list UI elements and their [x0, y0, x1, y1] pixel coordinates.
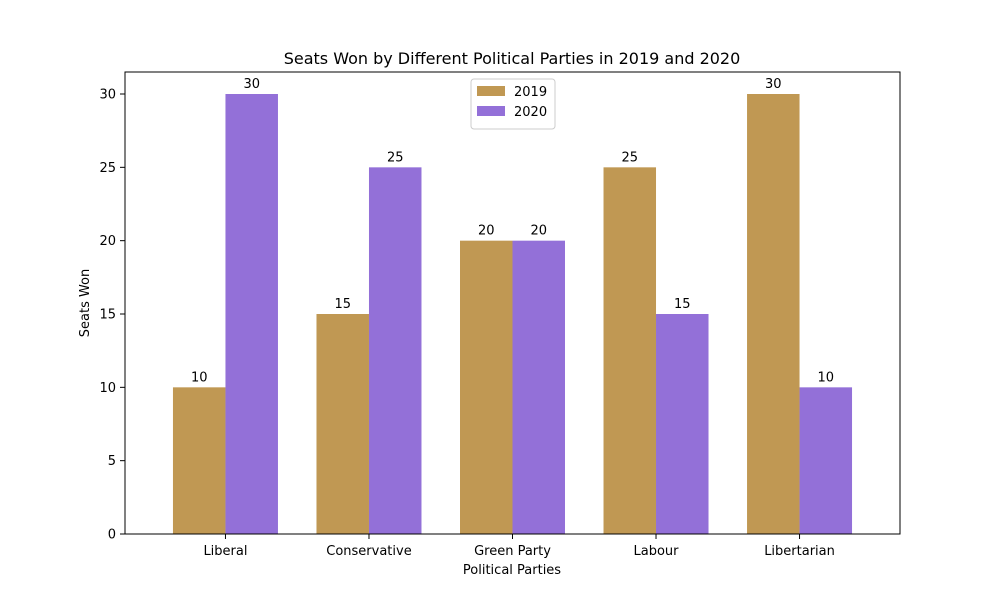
x-tick-label: Labour	[634, 544, 680, 559]
x-tick-label: Liberal	[203, 544, 247, 559]
bar-2020-libertarian	[799, 387, 853, 534]
y-tick-label: 25	[99, 161, 116, 176]
bar-2020-liberal	[225, 94, 278, 534]
legend-swatch-2020	[477, 106, 505, 116]
y-axis-label: Seats Won	[78, 269, 93, 338]
legend-label-2019: 2019	[514, 85, 547, 100]
legend-label-2020: 2020	[514, 105, 547, 120]
legend-swatch-2019	[477, 86, 505, 96]
bar-2019-liberal	[172, 387, 226, 534]
data-label: 10	[191, 370, 208, 385]
x-tick-label: Libertarian	[764, 544, 835, 559]
data-label: 20	[478, 224, 495, 239]
data-label: 15	[334, 297, 351, 312]
plot-area: 10 15 20 25 30 30 25 20 15 10 0 5 10 15 20 25 30 Liberal C…	[99, 71, 901, 559]
legend: 2019 2020	[470, 78, 556, 130]
y-tick-label: 30	[99, 88, 116, 103]
data-label: 20	[530, 224, 547, 239]
data-label: 15	[674, 297, 691, 312]
bar-2019-conservative	[316, 314, 369, 534]
y-tick-label: 20	[99, 234, 116, 249]
data-label: 25	[621, 150, 638, 165]
chart-title: Seats Won by Different Political Parties…	[284, 49, 741, 68]
data-label: 10	[818, 370, 835, 385]
x-axis-label: Political Parties	[463, 563, 561, 578]
bar-2020-green-party	[512, 240, 565, 534]
bar-2019-green-party	[460, 240, 513, 534]
data-label: 30	[243, 77, 260, 92]
data-label: 25	[387, 150, 404, 165]
x-tick-label: Conservative	[326, 544, 411, 559]
bar-2019-libertarian	[747, 94, 800, 534]
bar-2020-labour	[656, 314, 709, 534]
y-tick-label: 0	[108, 528, 116, 543]
y-tick-label: 5	[108, 454, 116, 469]
data-label: 30	[765, 77, 782, 92]
y-tick-label: 15	[99, 308, 116, 323]
y-tick-label: 10	[99, 381, 116, 396]
bar-2019-labour	[603, 167, 657, 535]
x-tick-label: Green Party	[474, 544, 551, 559]
bar-2020-conservative	[368, 167, 422, 535]
